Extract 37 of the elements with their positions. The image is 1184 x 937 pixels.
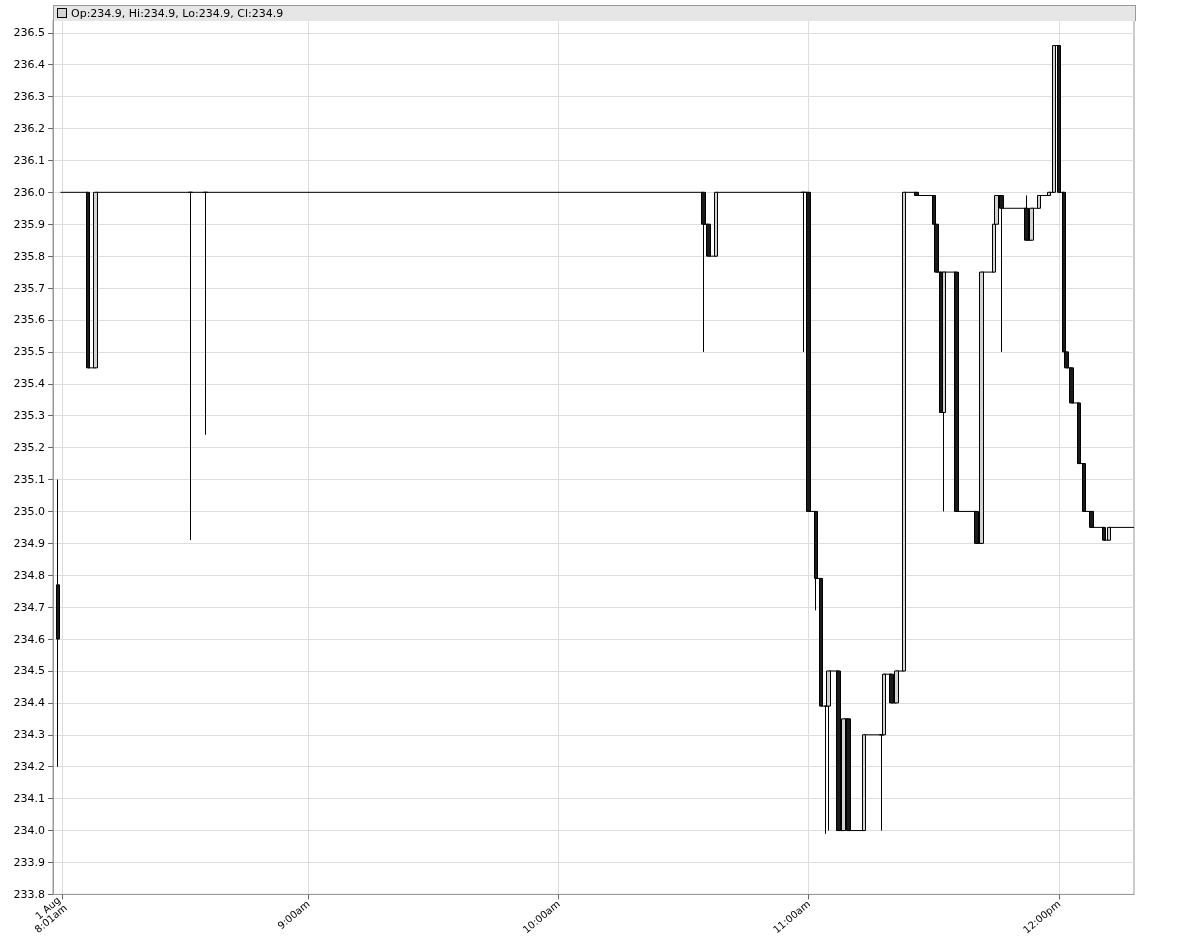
y-tick-label: 234.8: [13, 568, 45, 582]
candlestick: [86, 191, 90, 369]
y-tick-label: 234.7: [13, 600, 45, 614]
candlestick: [1089, 510, 1094, 528]
y-tick-label: 235.1: [13, 473, 45, 487]
y-tick-label: 235.3: [13, 409, 45, 423]
y-tick-label: 236.4: [13, 58, 45, 72]
y-tick-label: 236.3: [13, 90, 45, 104]
y-tick-label: 236.0: [13, 185, 45, 199]
y-tick-label: 236.1: [13, 153, 45, 167]
y-tick-label: 234.3: [13, 728, 45, 742]
candlestick: [1037, 195, 1041, 209]
y-tick-label: 234.4: [13, 696, 45, 710]
y-tick-label: 235.9: [13, 217, 45, 231]
y-tick-label: 234.9: [13, 536, 45, 550]
candlestick: [203, 191, 208, 436]
candlestick: [56, 479, 60, 768]
y-tick-label: 234.5: [13, 664, 45, 678]
y-tick-label: 235.8: [13, 249, 45, 263]
y-tick-label: 235.5: [13, 345, 45, 359]
chart-title: Op:234.9, Hi:234.9, Lo:234.9, Cl:234.9: [71, 7, 284, 20]
y-tick-label: 236.2: [13, 122, 45, 135]
candlestick: [188, 191, 193, 541]
y-tick-label: 234.6: [13, 632, 45, 646]
candlestick: [954, 271, 959, 512]
candlestick: [914, 191, 919, 197]
y-tick-label: 236.5: [13, 26, 45, 40]
y-tick-label: 234.0: [13, 824, 45, 838]
y-tick-label: 235.7: [13, 281, 45, 295]
y-tick-label: 233.8: [13, 887, 45, 901]
y-tick-label: 235.4: [13, 377, 45, 391]
y-tick-label: 235.0: [13, 504, 45, 518]
y-tick-label: 235.2: [13, 441, 45, 455]
y-tick-label: 233.9: [13, 855, 45, 869]
y-tick-label: 235.6: [13, 313, 45, 327]
y-tick-label: 234.2: [13, 760, 45, 774]
y-tick-label: 234.1: [13, 792, 45, 806]
